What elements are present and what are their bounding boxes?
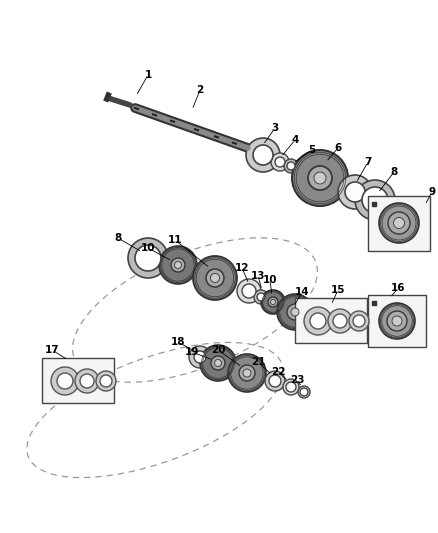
Circle shape (284, 159, 298, 173)
Circle shape (193, 256, 237, 300)
Circle shape (393, 217, 405, 229)
Circle shape (314, 172, 326, 184)
Circle shape (211, 273, 219, 282)
Circle shape (333, 314, 347, 328)
Circle shape (328, 309, 352, 333)
Circle shape (269, 375, 281, 387)
Text: 6: 6 (334, 143, 342, 153)
Circle shape (310, 313, 326, 329)
Circle shape (300, 388, 308, 396)
Circle shape (388, 212, 410, 234)
Text: 7: 7 (364, 157, 372, 167)
Circle shape (75, 369, 99, 393)
Circle shape (387, 311, 407, 331)
Text: 10: 10 (263, 275, 277, 285)
Text: 19: 19 (185, 347, 199, 357)
Circle shape (265, 371, 285, 391)
Text: 10: 10 (141, 243, 155, 253)
Circle shape (242, 284, 256, 298)
Circle shape (200, 345, 236, 381)
Circle shape (392, 316, 402, 326)
Text: 13: 13 (251, 271, 265, 281)
Circle shape (283, 379, 299, 395)
Text: 17: 17 (45, 345, 59, 355)
Circle shape (80, 374, 94, 388)
Text: 1: 1 (145, 70, 152, 80)
Circle shape (379, 203, 419, 243)
Circle shape (287, 304, 303, 320)
Text: 2: 2 (196, 85, 204, 95)
Circle shape (338, 175, 372, 209)
Circle shape (287, 162, 295, 170)
Text: 18: 18 (171, 337, 185, 347)
Circle shape (128, 238, 168, 278)
Circle shape (171, 258, 185, 272)
Circle shape (291, 308, 299, 316)
Text: 8: 8 (114, 233, 122, 243)
Circle shape (57, 373, 73, 389)
Circle shape (237, 279, 261, 303)
Text: 11: 11 (168, 235, 182, 245)
Circle shape (246, 138, 280, 172)
Circle shape (277, 294, 313, 330)
Circle shape (135, 245, 161, 271)
Circle shape (215, 359, 222, 367)
Circle shape (271, 153, 289, 171)
Circle shape (253, 145, 273, 165)
Circle shape (189, 346, 211, 368)
Text: 3: 3 (272, 123, 279, 133)
Text: 14: 14 (295, 287, 309, 297)
Circle shape (298, 386, 310, 398)
Circle shape (96, 371, 116, 391)
Circle shape (286, 382, 296, 392)
Circle shape (271, 300, 276, 304)
Circle shape (349, 311, 369, 331)
Circle shape (228, 354, 266, 392)
Circle shape (100, 375, 112, 387)
Text: 16: 16 (391, 283, 405, 293)
Text: 4: 4 (291, 135, 299, 145)
Circle shape (268, 297, 278, 307)
Circle shape (239, 365, 255, 381)
Text: 5: 5 (308, 145, 316, 155)
Circle shape (254, 290, 268, 304)
Circle shape (353, 315, 365, 327)
Circle shape (379, 303, 415, 339)
Circle shape (194, 351, 206, 363)
Text: 23: 23 (290, 375, 304, 385)
Circle shape (243, 369, 251, 377)
Circle shape (174, 262, 181, 269)
Bar (368, 295, 426, 347)
Circle shape (345, 182, 365, 202)
Text: 15: 15 (331, 285, 345, 295)
Circle shape (308, 166, 332, 190)
Text: 12: 12 (235, 263, 249, 273)
Circle shape (355, 180, 395, 220)
Text: 8: 8 (390, 167, 398, 177)
Text: 9: 9 (428, 187, 435, 197)
Circle shape (261, 290, 285, 314)
Circle shape (304, 307, 332, 335)
Text: 22: 22 (271, 367, 285, 377)
Text: 21: 21 (251, 357, 265, 367)
Circle shape (292, 150, 348, 206)
Bar (295, 298, 367, 343)
Circle shape (159, 246, 197, 284)
Circle shape (206, 269, 224, 287)
Circle shape (362, 187, 388, 213)
Circle shape (211, 356, 225, 370)
Circle shape (51, 367, 79, 395)
Circle shape (275, 157, 285, 167)
Text: 20: 20 (211, 345, 225, 355)
Bar (368, 196, 430, 251)
Circle shape (257, 293, 265, 301)
Bar (42, 358, 114, 403)
